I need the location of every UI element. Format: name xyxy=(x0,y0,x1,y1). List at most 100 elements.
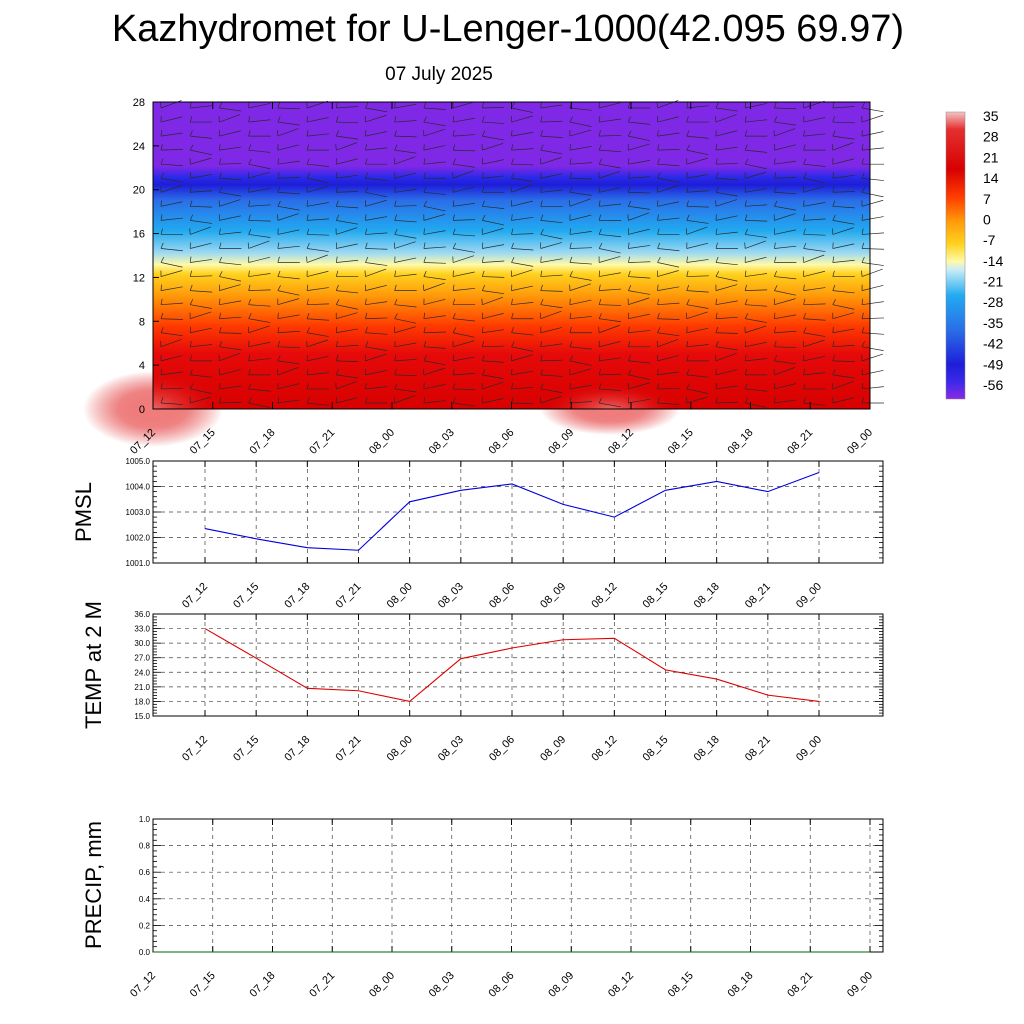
wind-barb-feather xyxy=(452,327,457,333)
wind-barb xyxy=(803,287,826,291)
wind-barb-feather xyxy=(277,256,280,263)
wind-barb xyxy=(540,258,563,263)
wind-barb-feather xyxy=(774,270,777,277)
xtick-label: 07_15 xyxy=(231,581,261,611)
wind-barb xyxy=(599,388,622,391)
wind-barb xyxy=(569,198,591,207)
wind-barb xyxy=(832,135,855,140)
wind-barb xyxy=(160,163,183,167)
wind-barb xyxy=(686,290,709,293)
wind-barb-feather xyxy=(598,284,601,291)
wind-barb xyxy=(803,117,826,123)
wind-barb-feather xyxy=(306,327,310,333)
wind-barb xyxy=(861,284,884,291)
panel-frame xyxy=(152,613,884,717)
wind-barb xyxy=(482,360,505,363)
wind-barb-feather xyxy=(627,396,630,404)
wind-barb-feather xyxy=(248,369,251,375)
wind-barb xyxy=(160,318,183,320)
wind-barb xyxy=(277,276,300,280)
wind-barb xyxy=(365,332,388,335)
wind-barb xyxy=(803,355,826,362)
wind-barb-feather xyxy=(861,172,865,179)
wind-barb xyxy=(569,231,592,235)
wind-barb xyxy=(628,143,650,151)
wind-barb-feather xyxy=(248,284,251,291)
wind-barb-feather xyxy=(423,397,426,404)
wind-barb xyxy=(774,177,797,179)
xtick-label: 07_21 xyxy=(334,734,364,764)
wind-barb xyxy=(336,106,359,109)
wind-barb-feather xyxy=(627,256,631,263)
wind-barb xyxy=(365,131,388,137)
wind-barb xyxy=(803,248,826,252)
wind-barb xyxy=(277,245,300,249)
wind-barb xyxy=(774,191,797,195)
colorbar-labels: 35 28 21 14 7 0 -7 -14 -21 -28 -35 -42 -49 -56 xyxy=(983,108,1003,393)
wind-barb-feather xyxy=(306,242,310,249)
wind-barb-feather xyxy=(540,116,543,123)
wind-barb-feather xyxy=(189,116,193,123)
wind-barb-feather xyxy=(861,158,864,165)
wind-barb xyxy=(745,325,767,334)
wind-barb-feather xyxy=(598,298,602,305)
wind-barb xyxy=(423,331,446,334)
wind-barb xyxy=(394,103,417,109)
xtick-label: 08_21 xyxy=(743,581,773,611)
wind-barb xyxy=(336,397,358,404)
wind-barb-feather xyxy=(803,327,807,333)
wind-barb xyxy=(745,318,767,323)
xsec-xtick-label: 09_00 xyxy=(845,427,875,457)
wind-barb-feather xyxy=(365,298,367,305)
wind-barb xyxy=(248,119,271,123)
wind-barb-feather xyxy=(686,186,689,193)
wind-barb xyxy=(686,327,709,334)
wind-barb xyxy=(277,290,300,296)
ytick-label: 0.0 xyxy=(139,948,151,957)
wind-barb-feather xyxy=(598,116,601,123)
wind-barb-feather xyxy=(861,326,865,333)
wind-barb xyxy=(482,296,504,305)
ytick-label: 33.0 xyxy=(134,625,150,634)
wind-barb xyxy=(599,171,621,179)
wind-barb xyxy=(540,343,563,348)
wind-barb xyxy=(365,369,388,376)
wind-barb xyxy=(248,256,271,263)
wind-barb xyxy=(190,275,213,277)
colorbar-label: 21 xyxy=(983,149,999,165)
wind-barb xyxy=(511,184,533,193)
wind-barb xyxy=(715,231,738,235)
wind-barb-feather xyxy=(774,397,776,404)
wind-barb xyxy=(745,289,768,291)
wind-barb xyxy=(453,373,476,376)
wind-barb-feather xyxy=(569,256,573,263)
wind-barb xyxy=(336,328,358,334)
wind-barb-feather xyxy=(248,354,250,361)
wind-barb xyxy=(628,160,651,165)
wind-barb xyxy=(774,346,797,348)
wind-barb xyxy=(774,383,796,390)
wind-barb xyxy=(832,360,855,362)
wind-barb xyxy=(307,133,329,137)
wind-barb-feather xyxy=(189,383,194,390)
wind-barb xyxy=(160,217,183,221)
wind-barb-feather xyxy=(423,270,427,277)
wind-barb-feather xyxy=(832,299,836,305)
wind-barb-feather xyxy=(540,256,542,263)
wind-barb-feather xyxy=(744,200,747,207)
wind-barb xyxy=(277,121,300,126)
wind-barb xyxy=(745,220,768,222)
wind-barb-feather xyxy=(277,340,280,347)
wind-barb-feather xyxy=(744,144,748,151)
wind-barb-feather xyxy=(394,144,398,151)
wind-barb-feather xyxy=(832,116,835,123)
wind-barb xyxy=(569,129,592,137)
wind-barb-feather xyxy=(715,256,719,263)
wind-barb xyxy=(453,318,475,322)
wind-barb-feather xyxy=(832,256,835,263)
wind-barb-feather xyxy=(657,327,661,333)
wind-barb xyxy=(453,402,475,407)
wind-barb-feather xyxy=(219,298,221,305)
wind-barb xyxy=(569,177,592,180)
wind-barb-feather xyxy=(452,298,456,305)
